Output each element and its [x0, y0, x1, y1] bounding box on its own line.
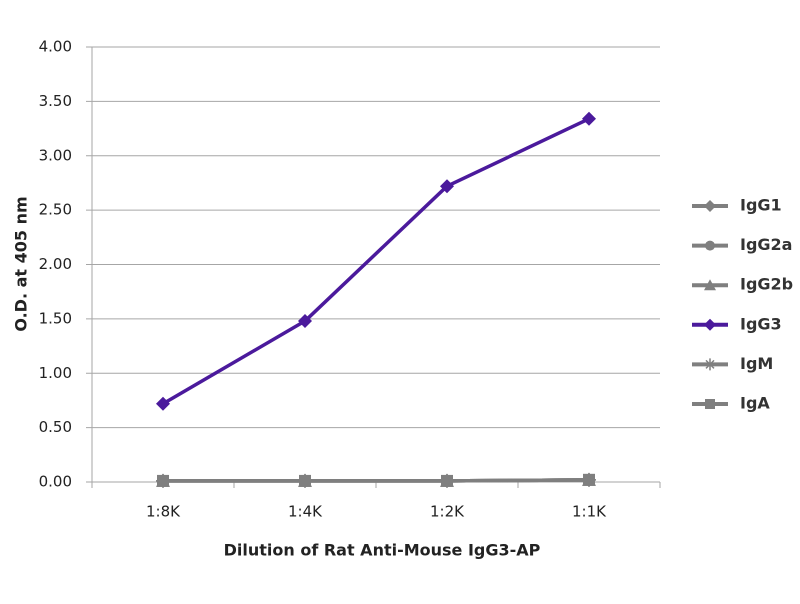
legend-marker [705, 399, 715, 409]
legend-label: IgM [740, 354, 773, 373]
series-line [163, 478, 590, 483]
x-tick-label: 1:2K [430, 503, 465, 521]
y-tick-label: 2.50 [39, 201, 72, 219]
y-tick-label: 1.50 [39, 309, 72, 327]
y-tick-label: 0.50 [39, 418, 72, 436]
legend-label: IgG2b [740, 275, 793, 294]
legend-label: IgA [740, 394, 770, 413]
marker [299, 474, 311, 487]
x-tick-label: 1:8K [146, 503, 181, 521]
y-tick-label: 4.00 [39, 38, 72, 56]
series-line [162, 117, 590, 406]
marker [583, 473, 595, 486]
y-tick-label: 1.00 [39, 364, 72, 382]
x-axis-title: Dilution of Rat Anti-Mouse IgG3-AP [224, 541, 541, 560]
marker [441, 474, 453, 487]
marker [298, 314, 312, 329]
legend-label: IgG1 [740, 196, 782, 215]
y-tick-label: 3.00 [39, 146, 72, 164]
legend-label: IgG2a [740, 235, 792, 254]
y-tick-label: 2.00 [39, 255, 72, 273]
legend-marker [704, 279, 716, 291]
marker [582, 111, 596, 126]
marker [157, 474, 169, 487]
x-tick-label: 1:4K [288, 503, 323, 521]
y-tick-label: 3.50 [39, 92, 72, 110]
y-axis-title: O.D. at 405 nm [12, 196, 31, 331]
legend-marker [704, 358, 716, 371]
legend-marker [704, 200, 716, 212]
legend-marker [705, 240, 715, 251]
legend-label: IgG3 [740, 314, 782, 333]
legend-marker [704, 318, 716, 331]
marker [156, 396, 170, 411]
y-tick-label: 0.00 [39, 473, 72, 491]
marker [440, 179, 454, 194]
x-tick-label: 1:1K [572, 503, 607, 521]
